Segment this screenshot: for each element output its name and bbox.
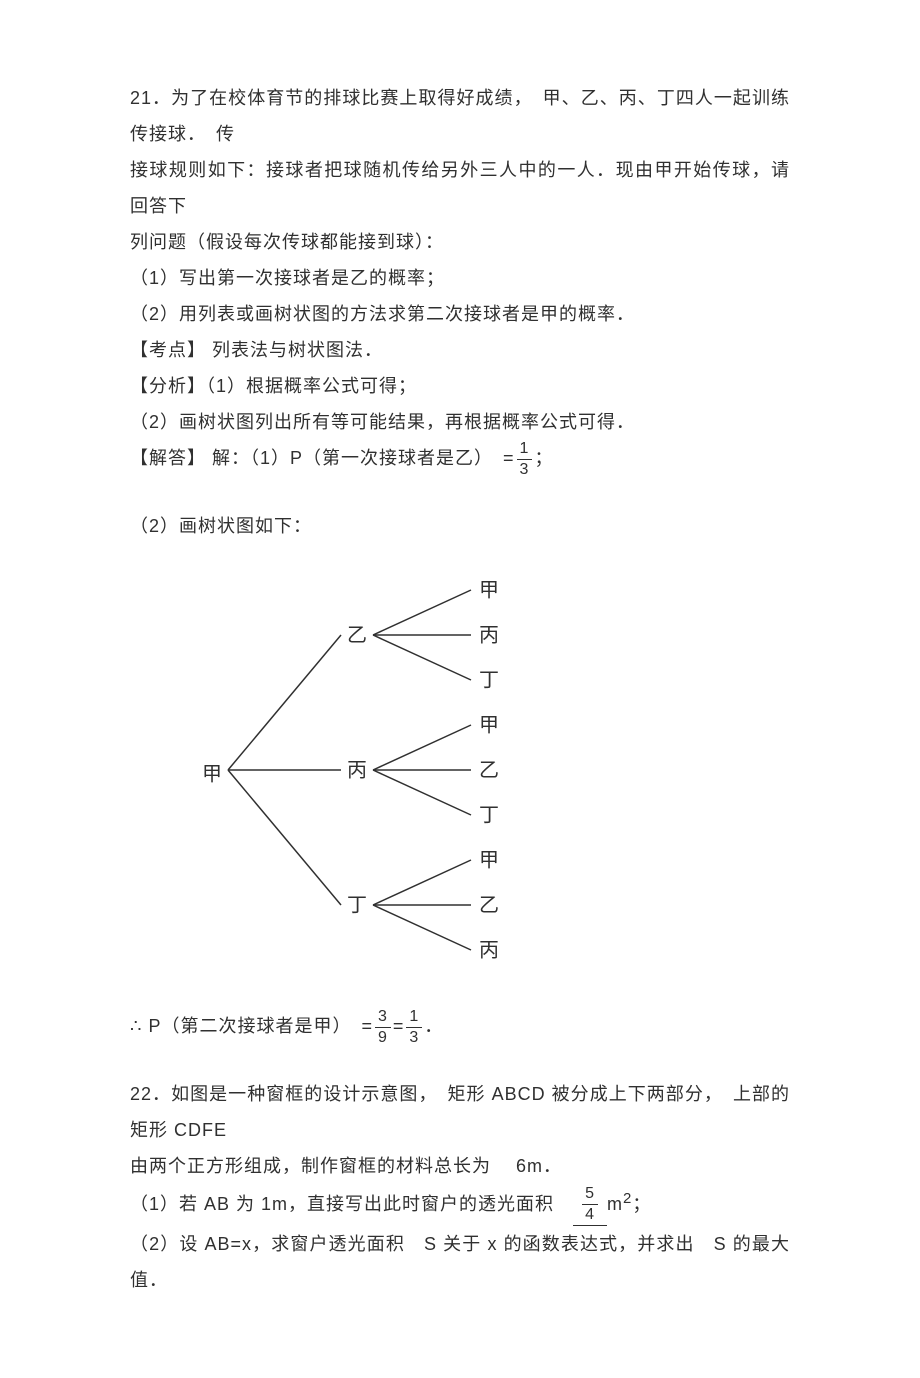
- q21-sub1: （1）写出第一次接球者是乙的概率；: [130, 260, 790, 296]
- fraction-5-4: 54: [582, 1186, 598, 1223]
- q22-sub1: （1）若 AB 为 1m，直接写出此时窗户的透光面积 54m2；: [130, 1184, 790, 1227]
- document-page: 21．为了在校体育节的排球比赛上取得好成绩， 甲、乙、丙、丁四人一起训练传接球．…: [0, 0, 920, 1378]
- frac-den: 4: [582, 1205, 598, 1223]
- tree-diagram: 甲乙甲丙丁丙甲乙丁丁甲乙丙: [200, 550, 790, 1002]
- svg-text:丙: 丙: [479, 939, 499, 961]
- q22-sub2: （2）设 AB=x，求窗户透光面积 S 关于 x 的函数表达式，并求出 S 的最…: [130, 1226, 790, 1298]
- jd-label: 【解答】: [130, 448, 206, 468]
- q22-sub1-c: ；: [632, 1194, 651, 1214]
- kd-text: 列表法与树状图法．: [206, 340, 383, 360]
- fx-text1: （1）根据概率公式可得；: [206, 376, 417, 396]
- fraction-1-3b: 13: [406, 1009, 422, 1046]
- q21-jieda1: 【解答】 解：（1）P（第一次接球者是乙） =13；: [130, 440, 790, 478]
- svg-text:乙: 乙: [347, 624, 367, 646]
- conc-b: =: [393, 1016, 405, 1036]
- spacer: [130, 478, 790, 508]
- q21-fenxi2: （2）画树状图列出所有等可能结果，再根据概率公式可得．: [130, 404, 790, 440]
- svg-text:甲: 甲: [479, 579, 499, 601]
- spacer: [130, 1046, 790, 1076]
- q21-kaodian: 【考点】 列表法与树状图法．: [130, 332, 790, 368]
- q22-line2: 由两个正方形组成，制作窗框的材料总长为 6m．: [130, 1148, 790, 1184]
- superscript-2: 2: [623, 1190, 632, 1207]
- q22-sub1-b: m: [607, 1194, 623, 1214]
- jd-text1b: ；: [534, 448, 553, 468]
- q21-fenxi1: 【分析】（1）根据概率公式可得；: [130, 368, 790, 404]
- svg-text:丁: 丁: [479, 804, 499, 826]
- frac-num: 1: [517, 441, 533, 460]
- fx-label: 【分析】: [130, 376, 206, 396]
- jd-text1a: 解：（1）P（第一次接球者是乙） =: [206, 448, 515, 468]
- svg-text:乙: 乙: [479, 894, 499, 916]
- svg-text:甲: 甲: [479, 849, 499, 871]
- q22-line1: 22．如图是一种窗框的设计示意图， 矩形 ABCD 被分成上下两部分， 上部的矩…: [130, 1076, 790, 1148]
- tree-svg: 甲乙甲丙丁丙甲乙丁丁甲乙丙: [200, 550, 540, 990]
- kd-label: 【考点】: [130, 340, 206, 360]
- q21-line2: 接球规则如下：接球者把球随机传给另外三人中的一人．现由甲开始传球，请回答下: [130, 152, 790, 224]
- frac-num: 5: [582, 1186, 598, 1205]
- svg-text:丙: 丙: [347, 759, 367, 781]
- frac-den: 9: [375, 1028, 391, 1046]
- fraction-1-3: 13: [517, 441, 533, 478]
- svg-text:丙: 丙: [479, 624, 499, 646]
- q21-sub2: （2）用列表或画树状图的方法求第二次接球者是甲的概率．: [130, 296, 790, 332]
- frac-den: 3: [406, 1028, 422, 1046]
- svg-text:甲: 甲: [479, 714, 499, 736]
- q22-sub1-a: （1）若 AB 为 1m，直接写出此时窗户的透光面积: [130, 1194, 573, 1214]
- conc-c: ．: [424, 1016, 443, 1036]
- frac-den: 3: [517, 460, 533, 478]
- fraction-3-9: 39: [375, 1009, 391, 1046]
- svg-text:丁: 丁: [479, 669, 499, 691]
- q21-sub2-draw: （2）画树状图如下：: [130, 508, 790, 544]
- q21-line1: 21．为了在校体育节的排球比赛上取得好成绩， 甲、乙、丙、丁四人一起训练传接球．…: [130, 80, 790, 152]
- svg-text:乙: 乙: [479, 759, 499, 781]
- q21-line3: 列问题（假设每次传球都能接到球）：: [130, 224, 790, 260]
- answer-blank: 54: [573, 1186, 607, 1227]
- svg-text:丁: 丁: [347, 894, 367, 916]
- conc-a: ∴ P（第二次接球者是甲） =: [130, 1016, 373, 1036]
- svg-text:甲: 甲: [202, 763, 222, 785]
- frac-num: 3: [375, 1009, 391, 1028]
- q21-conclusion: ∴ P（第二次接球者是甲） =39=13．: [130, 1008, 790, 1046]
- frac-num: 1: [406, 1009, 422, 1028]
